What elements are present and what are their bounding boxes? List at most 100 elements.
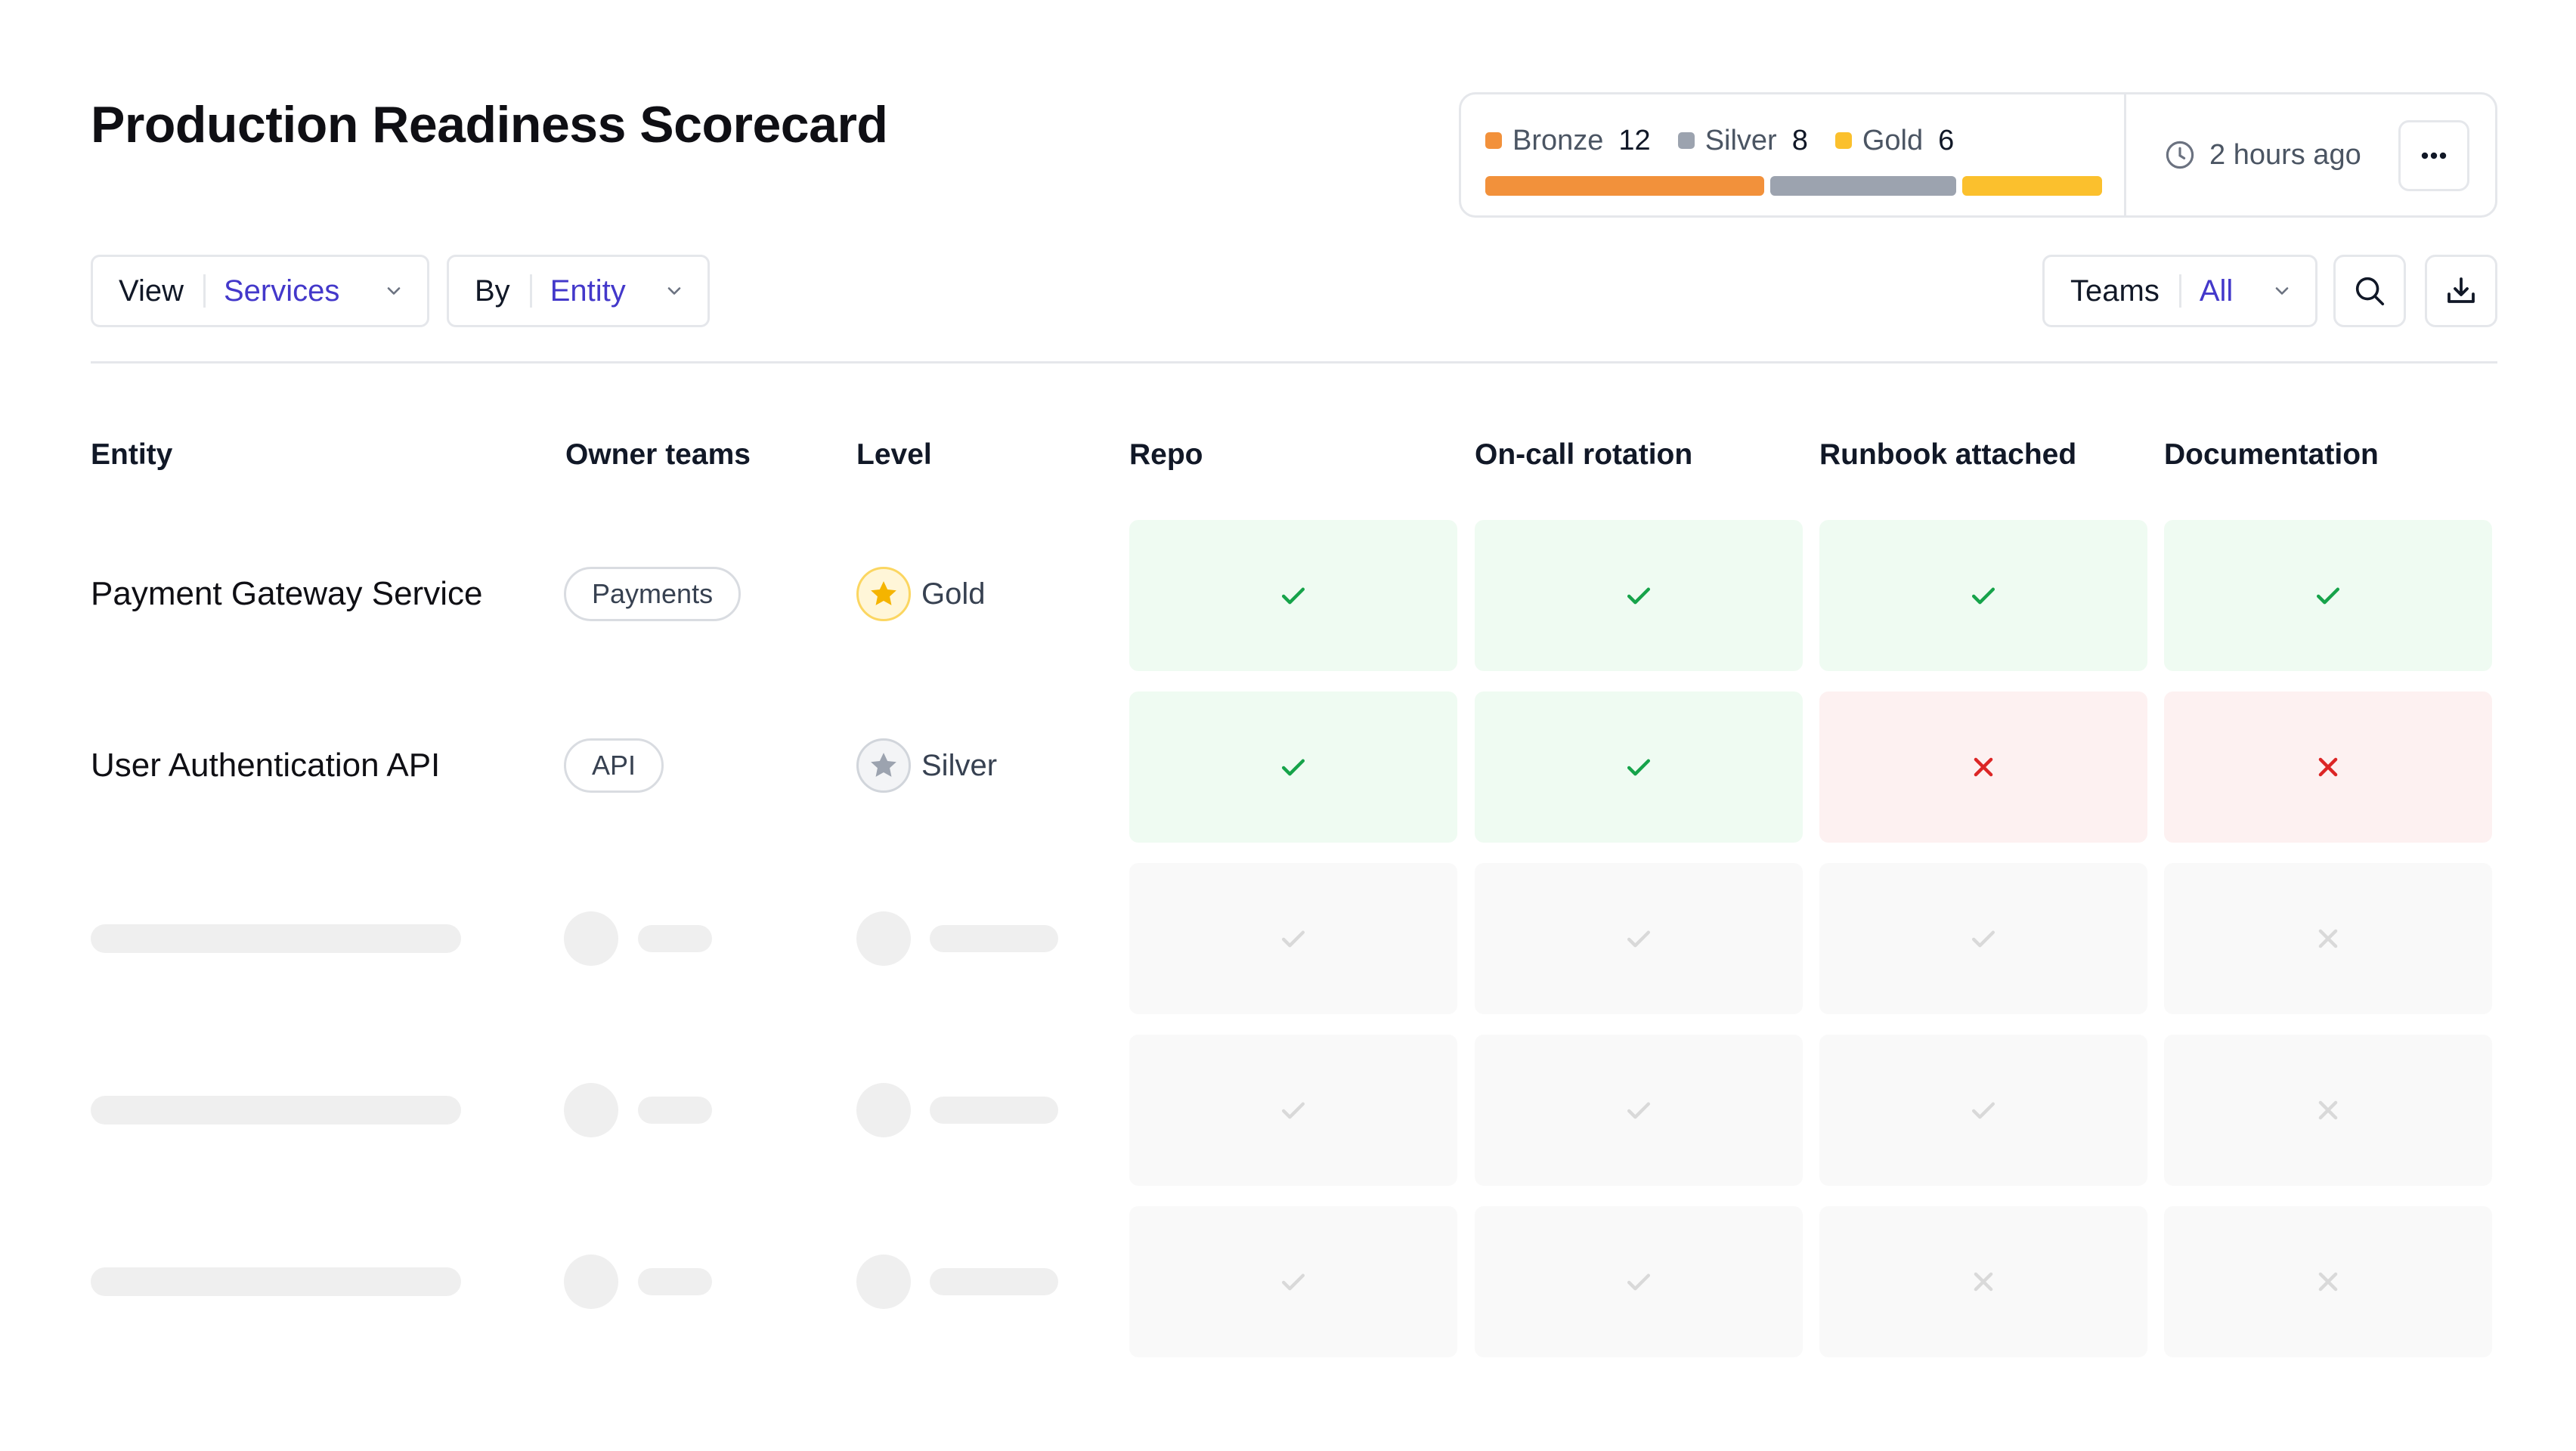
page-title: Production Readiness Scorecard (91, 96, 888, 153)
legend-gold-label: Gold (1862, 124, 1924, 156)
skeleton-entity (91, 1267, 461, 1296)
level-legend: Bronze 12 Silver 8 Gold 6 (1485, 122, 2124, 159)
check-cell-on-call-rotation (1475, 863, 1803, 1014)
level-distribution-bar (1485, 176, 2124, 196)
check-cell-documentation (2164, 863, 2492, 1014)
check-cell-on-call-rotation[interactable] (1475, 691, 1803, 843)
skeleton-level-badge (856, 1255, 911, 1309)
column-header-level[interactable]: Level (856, 438, 932, 471)
column-header-documentation[interactable]: Documentation (2164, 438, 2379, 471)
check-cell-repo (1129, 863, 1457, 1014)
skeleton-avatar (564, 1083, 618, 1137)
search-button[interactable] (2333, 255, 2406, 327)
group-by-select[interactable]: By Entity (447, 255, 710, 327)
column-header-on-call-rotation[interactable]: On-call rotation (1475, 438, 1693, 471)
column-header-runbook-attached[interactable]: Runbook attached (1819, 438, 2077, 471)
check-icon (1281, 759, 1305, 776)
teams-select-label: Teams (2045, 274, 2181, 308)
teams-select[interactable]: Teams All (2042, 255, 2317, 327)
download-button[interactable] (2425, 255, 2497, 327)
skeleton-level-badge (856, 1083, 911, 1137)
column-header-entity[interactable]: Entity (91, 438, 173, 471)
view-select-value: Services (223, 274, 340, 308)
legend-gold: Gold 6 (1834, 124, 1955, 157)
level-label: Gold (921, 577, 986, 611)
check-icon (1627, 1102, 1651, 1119)
silver-swatch (1677, 132, 1695, 149)
owner-team-tag[interactable]: API (564, 738, 664, 793)
skeleton-level-badge (856, 911, 911, 966)
skeleton-entity (91, 1096, 461, 1125)
check-cell-documentation (2164, 1035, 2492, 1186)
check-icon (1627, 930, 1651, 948)
clock-icon (2166, 141, 2194, 169)
x-icon (2318, 1100, 2338, 1120)
check-cell-repo[interactable] (1129, 691, 1457, 843)
legend-bronze: Bronze 12 (1485, 125, 1651, 157)
skeleton-team (638, 1268, 712, 1295)
chevron-down-icon (2271, 280, 2293, 302)
check-cell-repo[interactable] (1129, 520, 1457, 671)
level-distribution: Bronze 12 Silver 8 Gold 6 (1461, 94, 2126, 215)
check-cell-runbook-attached[interactable] (1819, 520, 2147, 671)
legend-silver-count: 8 (1791, 124, 1808, 156)
more-options-button[interactable] (2398, 120, 2469, 191)
level-bar-gold (1962, 176, 2102, 196)
group-by-label: By (449, 274, 532, 308)
legend-bronze-count: 12 (1618, 124, 1651, 156)
more-horizontal-icon (2421, 152, 2447, 159)
check-cell-on-call-rotation[interactable] (1475, 520, 1803, 671)
skeleton-avatar (564, 1255, 618, 1309)
check-cell-runbook-attached (1819, 1206, 2147, 1357)
check-cell-runbook-attached (1819, 1035, 2147, 1186)
check-icon (2316, 587, 2340, 605)
entity-name[interactable]: User Authentication API (91, 747, 441, 784)
check-cell-on-call-rotation (1475, 1206, 1803, 1357)
teams-select-value: All (2199, 274, 2234, 308)
level-summary-card: Bronze 12 Silver 8 Gold 6 2 hours ago (1459, 92, 2497, 218)
star-icon (856, 738, 911, 793)
x-icon (2318, 757, 2338, 777)
check-cell-documentation[interactable] (2164, 520, 2492, 671)
level-bar-bronze (1485, 176, 1764, 196)
search-icon (2355, 277, 2385, 306)
column-header-owner-teams[interactable]: Owner teams (565, 438, 751, 471)
level-label: Silver (921, 748, 998, 782)
check-icon (1627, 759, 1651, 776)
check-icon (1971, 1102, 1995, 1119)
skeleton-level (930, 1268, 1058, 1295)
star-icon (856, 567, 911, 621)
check-cell-repo (1129, 1035, 1457, 1186)
level-indicator: Gold (856, 567, 986, 621)
last-updated-text: 2 hours ago (2209, 138, 2361, 171)
legend-silver-label: Silver (1704, 124, 1777, 156)
legend-silver: Silver 8 (1677, 124, 1808, 157)
toolbar-divider (91, 361, 2497, 364)
check-icon (1281, 587, 1305, 605)
x-icon (2318, 1272, 2338, 1292)
check-icon (1971, 930, 1995, 948)
check-icon (1281, 1102, 1305, 1119)
check-cell-documentation[interactable] (2164, 691, 2492, 843)
view-select-label: View (93, 274, 206, 308)
check-cell-documentation (2164, 1206, 2492, 1357)
check-cell-runbook-attached[interactable] (1819, 691, 2147, 843)
owner-team-tag[interactable]: Payments (564, 567, 742, 621)
check-cell-repo (1129, 1206, 1457, 1357)
view-select[interactable]: View Services (91, 255, 429, 327)
column-header-repo[interactable]: Repo (1129, 438, 1203, 471)
x-icon (1974, 757, 1993, 777)
legend-gold-count: 6 (1938, 124, 1955, 156)
level-indicator: Silver (856, 738, 997, 793)
x-icon (1974, 1272, 1993, 1292)
last-updated: 2 hours ago (2126, 94, 2398, 215)
entity-name[interactable]: Payment Gateway Service (91, 575, 483, 612)
chevron-down-icon (664, 280, 685, 302)
download-icon (2448, 277, 2475, 303)
check-icon (1627, 1273, 1651, 1291)
level-bar-silver (1770, 176, 1956, 196)
gold-swatch (1834, 132, 1852, 149)
check-icon (1281, 930, 1305, 948)
skeleton-level (930, 1097, 1058, 1124)
skeleton-entity (91, 924, 461, 953)
